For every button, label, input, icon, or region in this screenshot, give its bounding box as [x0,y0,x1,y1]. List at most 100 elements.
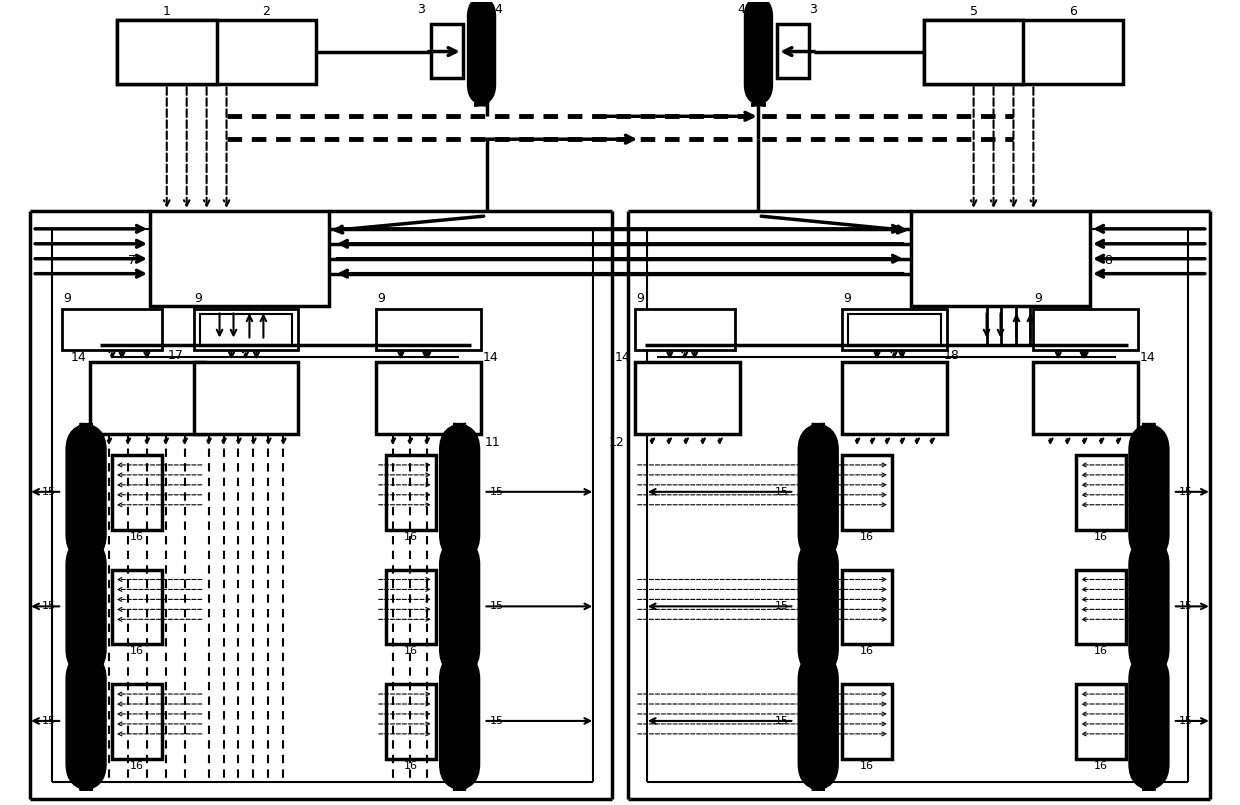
Bar [91,362,205,434]
Text: 5: 5 [970,5,977,19]
Bar [842,362,946,434]
FancyBboxPatch shape [67,539,105,675]
Text: 14: 14 [71,351,86,364]
Text: 15: 15 [1179,601,1193,611]
Bar [635,362,739,434]
Text: 14: 14 [453,664,466,674]
Text: 4: 4 [738,3,745,16]
Text: 16: 16 [130,761,144,770]
Text: 16: 16 [404,761,418,770]
Bar [112,684,161,759]
Text: 16: 16 [130,531,144,542]
Text: 15: 15 [774,601,789,611]
Text: 9: 9 [843,292,851,305]
FancyBboxPatch shape [800,424,837,560]
Text: 9: 9 [1034,292,1043,305]
Bar [911,211,1090,306]
FancyBboxPatch shape [1130,539,1168,675]
Text: 12: 12 [609,436,625,448]
Text: 15: 15 [774,716,789,726]
Text: 13: 13 [1142,436,1158,448]
Bar [924,19,1023,85]
Text: 15: 15 [42,601,56,611]
Bar [117,19,217,85]
Bar [150,211,329,306]
Bar [193,308,299,350]
Bar [1033,362,1138,434]
Text: 15: 15 [42,487,56,497]
Text: 8: 8 [1104,254,1112,267]
Bar [1076,684,1126,759]
Text: 6: 6 [1069,5,1078,19]
Bar [842,684,892,759]
FancyBboxPatch shape [1130,424,1168,560]
Text: 15: 15 [1179,487,1193,497]
Bar [1033,308,1138,350]
FancyBboxPatch shape [800,654,837,789]
Text: 16: 16 [404,531,418,542]
Text: 15: 15 [774,487,789,497]
Text: 14: 14 [79,435,93,445]
FancyBboxPatch shape [440,424,479,560]
Bar [117,19,316,85]
Text: 14: 14 [482,351,498,364]
Text: 1: 1 [162,5,171,19]
Text: 16: 16 [861,531,874,542]
Bar [777,23,810,78]
FancyBboxPatch shape [469,0,495,105]
Text: 9: 9 [63,292,71,305]
Bar [112,569,161,644]
Text: 17: 17 [167,349,184,362]
Bar [430,23,463,78]
Text: 16: 16 [861,646,874,656]
Text: 14: 14 [1142,664,1156,674]
Bar [112,455,161,530]
Bar [193,362,299,434]
Text: 14: 14 [811,435,826,445]
Text: 15: 15 [1179,716,1193,726]
Text: 16: 16 [1094,646,1109,656]
Text: 14: 14 [453,550,466,559]
FancyBboxPatch shape [440,654,479,789]
Text: 14: 14 [1142,550,1156,559]
Text: 16: 16 [1094,531,1109,542]
Text: 4: 4 [495,3,502,16]
FancyBboxPatch shape [745,0,771,105]
Bar [386,569,435,644]
Text: 15: 15 [490,487,503,497]
Text: 14: 14 [79,664,93,674]
Bar [386,684,435,759]
Text: 9: 9 [636,292,644,305]
Text: 15: 15 [490,601,503,611]
FancyBboxPatch shape [67,654,105,789]
Text: 11: 11 [485,436,501,448]
Bar [842,569,892,644]
Text: 16: 16 [861,761,874,770]
Bar [635,308,734,350]
Bar [842,455,892,530]
Text: 14: 14 [811,664,826,674]
Text: 16: 16 [404,646,418,656]
Text: 16: 16 [130,646,144,656]
Text: 16: 16 [1094,761,1109,770]
Bar [386,455,435,530]
Text: 14: 14 [811,550,826,559]
Text: 14: 14 [1142,435,1156,445]
FancyBboxPatch shape [1130,654,1168,789]
Bar [1076,569,1126,644]
Text: 15: 15 [490,716,503,726]
Bar [1076,455,1126,530]
Bar [848,313,941,345]
FancyBboxPatch shape [440,539,479,675]
Bar [924,19,1123,85]
Text: 14: 14 [1140,351,1156,364]
Text: 14: 14 [615,351,631,364]
Text: 15: 15 [42,716,56,726]
Text: 3: 3 [417,3,425,16]
Text: 7: 7 [128,254,136,267]
Text: 18: 18 [944,349,960,362]
Text: 2: 2 [263,5,270,19]
Bar [376,362,481,434]
FancyBboxPatch shape [800,539,837,675]
Text: 14: 14 [79,550,93,559]
